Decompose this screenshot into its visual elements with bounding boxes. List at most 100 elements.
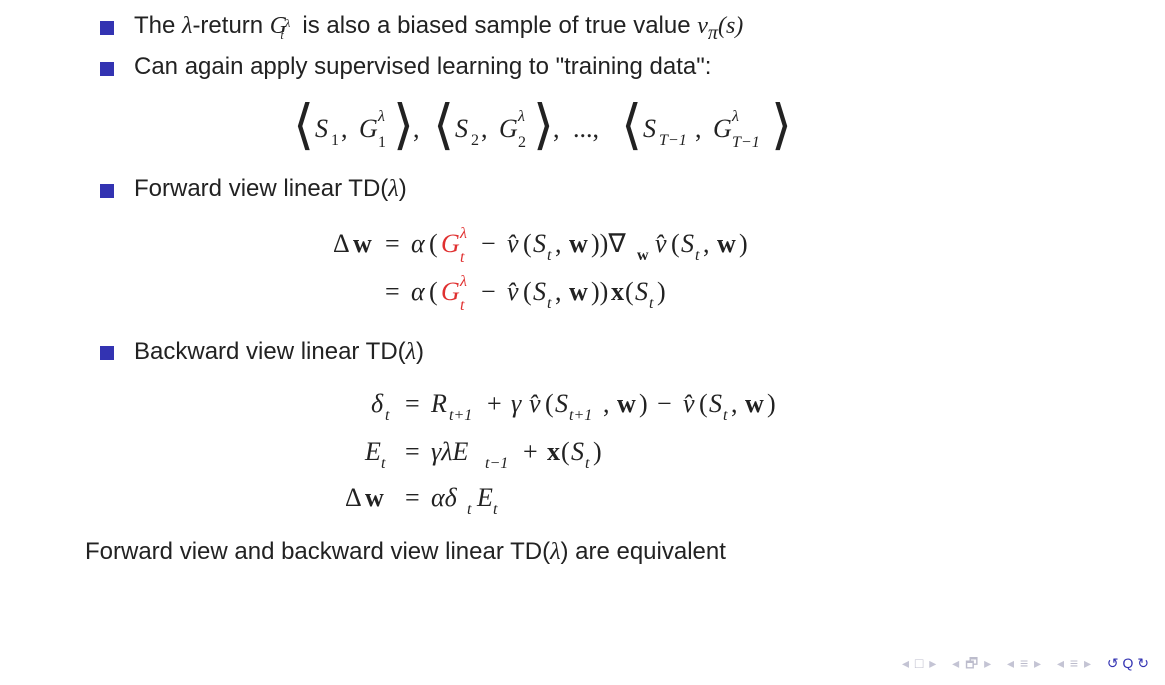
- svg-text:Δ: Δ: [345, 483, 362, 512]
- svg-text:+: +: [523, 437, 538, 466]
- svg-text:,: ,: [555, 277, 562, 306]
- svg-text:x: x: [611, 277, 624, 306]
- nav-left-icon: ◂: [1057, 655, 1065, 671]
- bullet-list-2: Forward view linear TD(λ): [10, 173, 1155, 205]
- bullet-1: The λ-return Gλt is also a biased sample…: [100, 10, 1155, 47]
- svg-text:t−1: t−1: [485, 455, 508, 472]
- svg-text:=: =: [405, 389, 420, 418]
- svg-text:): ): [739, 229, 748, 258]
- nav-right-icon: ▸: [984, 655, 992, 671]
- nav-undo-icon: ↺ Q ↻: [1107, 655, 1149, 671]
- nav-sec-icon: ≡: [1020, 655, 1029, 671]
- b1-text-post: is also a biased sample of true value: [296, 12, 698, 39]
- svg-text:,: ,: [703, 229, 710, 258]
- svg-text:w: w: [717, 229, 736, 258]
- final-lambda: λ: [550, 539, 560, 565]
- nav-frame[interactable]: ◂ 🗗 ▸: [952, 653, 992, 677]
- svg-text:t: t: [467, 501, 472, 518]
- svg-text:λ: λ: [377, 108, 385, 125]
- svg-text:S: S: [555, 389, 568, 418]
- svg-text:E: E: [364, 437, 381, 466]
- close4: ): [416, 338, 424, 365]
- svg-text:t: t: [460, 249, 465, 266]
- svg-text:+: +: [487, 389, 502, 418]
- svg-text:=: =: [405, 437, 420, 466]
- svg-text:S: S: [455, 114, 468, 143]
- nav-left-icon: ◂: [1007, 655, 1015, 671]
- nav-subsection[interactable]: ◂ ≡ ▸: [1057, 655, 1092, 672]
- bullet-3: Forward view linear TD(λ): [100, 173, 1155, 205]
- svg-text:,: ,: [481, 114, 488, 143]
- svg-text:,: ,: [695, 114, 702, 143]
- svg-text:1: 1: [378, 134, 386, 151]
- svg-text:λ: λ: [459, 273, 467, 290]
- svg-text:(: (: [429, 229, 438, 258]
- svg-text:v̂: v̂: [507, 277, 519, 306]
- svg-text:T−1: T−1: [659, 132, 687, 149]
- svg-text:γ: γ: [511, 389, 522, 418]
- svg-text:): ): [657, 277, 666, 306]
- svg-text:G: G: [499, 114, 518, 143]
- svg-text:S: S: [571, 437, 584, 466]
- svg-text:S: S: [643, 114, 656, 143]
- final-statement: Forward view and backward view linear TD…: [10, 538, 1155, 566]
- b1-text-pre: The: [134, 12, 182, 39]
- svg-text:λ: λ: [517, 108, 525, 125]
- v: v: [697, 13, 708, 39]
- svg-text:w: w: [569, 229, 588, 258]
- nav-section[interactable]: ◂ ≡ ▸: [1007, 655, 1042, 672]
- svg-text:...,: ...,: [573, 114, 599, 143]
- svg-text:G: G: [359, 114, 378, 143]
- svg-text:,: ,: [553, 114, 560, 143]
- svg-text:E: E: [476, 483, 493, 512]
- svg-text:αδ: αδ: [431, 483, 458, 512]
- svg-text:=: =: [405, 483, 420, 512]
- equation-training-data: ⟨ S 1 , G λ 1 ⟩ , ⟨ S 2 , G λ 2 ⟩ , ...,…: [10, 93, 1155, 163]
- svg-text:t: t: [585, 455, 590, 472]
- svg-text:Δ: Δ: [333, 229, 350, 258]
- pi: π: [708, 22, 718, 44]
- svg-text:α: α: [411, 229, 426, 258]
- svg-text:(: (: [523, 229, 532, 258]
- svg-text:w: w: [569, 277, 588, 306]
- equation-forward-view: Δ w = α ( G λ t − v̂ ( S t , w ))∇ w v̂ …: [10, 216, 1155, 326]
- svg-text:w: w: [617, 389, 636, 418]
- eq2-svg: Δ w = α ( G λ t − v̂ ( S t , w ))∇ w v̂ …: [223, 216, 943, 326]
- svg-text:⟩: ⟩: [393, 95, 414, 155]
- svg-text:t+1: t+1: [449, 407, 472, 424]
- svg-text:2: 2: [471, 132, 479, 149]
- svg-text:λ: λ: [459, 225, 467, 242]
- svg-text:⟨: ⟨: [433, 95, 454, 155]
- nav-left-icon: ◂: [902, 655, 910, 671]
- svg-text:t: t: [547, 295, 552, 312]
- svg-text:−: −: [481, 229, 496, 258]
- nav-sec2-icon: ≡: [1070, 655, 1079, 671]
- s-arg: s: [726, 13, 735, 39]
- svg-text:γλE: γλE: [431, 437, 469, 466]
- nav-right-icon: ▸: [1084, 655, 1092, 671]
- svg-text:,: ,: [413, 114, 420, 143]
- lambda-sym: λ: [182, 13, 192, 39]
- svg-text:w: w: [745, 389, 764, 418]
- svg-text:R: R: [430, 389, 447, 418]
- svg-text:)): )): [591, 277, 608, 306]
- svg-text:(: (: [523, 277, 532, 306]
- nav-right-icon: ▸: [929, 655, 937, 671]
- b3-text: Forward view linear TD(: [134, 175, 388, 202]
- b4-text: Backward view linear TD(: [134, 338, 406, 365]
- svg-text:⟨: ⟨: [293, 95, 314, 155]
- svg-text:w: w: [365, 483, 384, 512]
- svg-text:−: −: [657, 389, 672, 418]
- svg-text:−: −: [481, 277, 496, 306]
- b2-text: Can again apply supervised learning to "…: [134, 53, 711, 80]
- nav-undo[interactable]: ↺ Q ↻: [1107, 655, 1149, 672]
- svg-text:): ): [639, 389, 648, 418]
- svg-text:S: S: [681, 229, 694, 258]
- svg-text:α: α: [411, 277, 426, 306]
- nav-slide[interactable]: ◂ □ ▸: [902, 655, 937, 672]
- svg-text:(: (: [561, 437, 570, 466]
- svg-text:): ): [593, 437, 602, 466]
- svg-text:t: t: [460, 297, 465, 314]
- svg-text:T−1: T−1: [732, 134, 760, 151]
- svg-text:(: (: [699, 389, 708, 418]
